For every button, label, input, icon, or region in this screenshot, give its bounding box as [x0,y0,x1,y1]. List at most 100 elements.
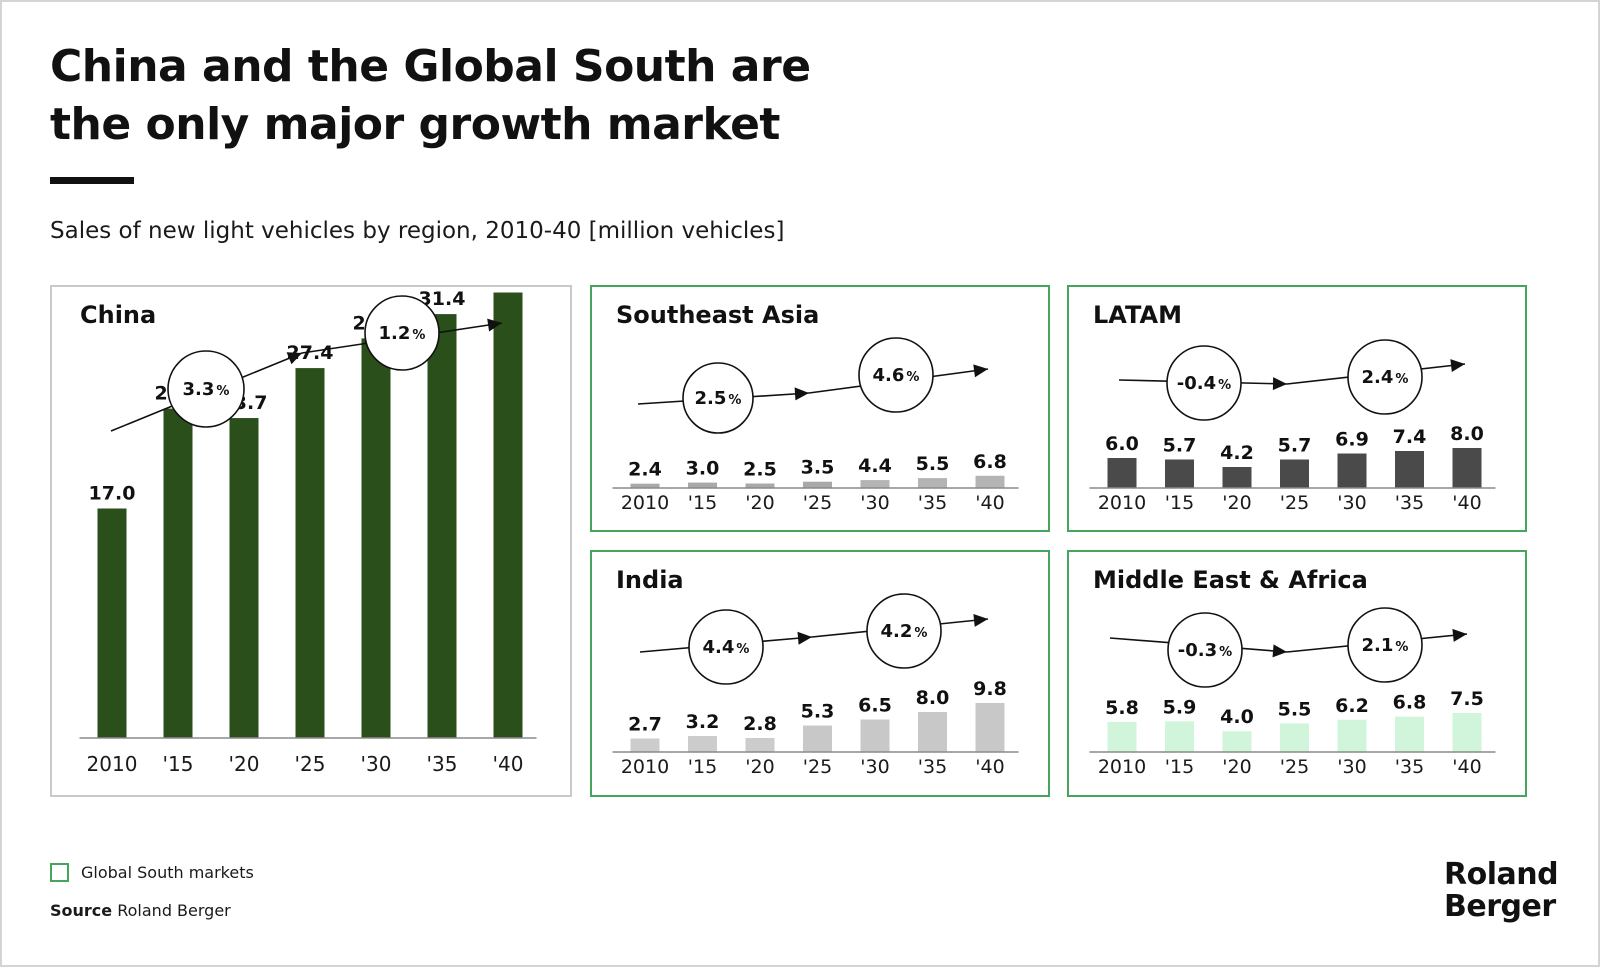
x-tick-label: 2010 [87,752,138,776]
bar [361,338,391,738]
bar [630,483,660,488]
data-label: 27.4 [287,342,334,364]
data-label: 3.0 [686,458,720,480]
legend: Global South markets [50,863,254,882]
x-tick-label: '15 [1165,756,1194,778]
title-line-1: China and the Global South are [50,41,811,92]
x-tick-label: '25 [803,756,832,778]
bar [803,725,832,752]
data-label: 8.0 [1450,423,1484,445]
bar [1165,459,1194,488]
bar [860,480,890,488]
legend-swatch [50,863,69,882]
bar [745,738,775,752]
bar [918,712,947,752]
bar [688,736,717,752]
panel-latam: LATAM 6.0 2010 5.7 '15 4.2 '20 5.7 '25 6.9 '30 7.4 '… [1067,285,1527,532]
data-label: 5.9 [1163,696,1197,718]
x-tick-label: '20 [745,756,774,778]
growth-rate-label: 2.5% [695,388,742,409]
growth-rate-circle [688,609,764,685]
x-tick-label: '25 [1280,492,1309,514]
data-label: 3.2 [686,711,720,733]
bar [1107,721,1137,752]
growth-rate-circle [866,593,942,669]
bar [1452,448,1482,488]
bar [1280,723,1309,752]
data-label: 6.8 [973,451,1007,473]
roland-berger-logo: Roland Berger [1444,857,1559,923]
x-tick-label: 2010 [621,492,669,514]
legend-label: Global South markets [81,863,254,882]
x-tick-label: '40 [1452,492,1481,514]
arrowhead-icon [286,352,302,365]
bar [745,483,775,488]
data-label: 5.3 [801,701,835,723]
bar [163,408,193,738]
arrowhead-icon [797,631,812,645]
x-tick-label: '25 [1280,756,1309,778]
panel-border [590,550,1050,797]
bar [1337,719,1367,752]
bar [630,738,660,752]
data-label: 6.5 [858,695,892,717]
growth-rate-circle [682,362,754,434]
x-tick-label: '40 [493,752,524,776]
x-tick-label: '30 [1337,492,1366,514]
source-label: Source [50,901,113,920]
arrowhead-icon [794,387,809,401]
panel-border [50,285,572,797]
bar [1395,451,1424,488]
bar [1395,716,1424,752]
growth-rate-label: 4.6% [873,365,920,386]
growth-rate-label: 2.4% [1362,367,1409,388]
data-label: 7.5 [1450,688,1484,710]
logo-line-1: Roland [1444,857,1559,892]
bar [803,481,832,488]
chart-svg: Southeast Asia 2.4 2010 3.0 '15 2.5 '20 3.5 '25 4… [590,285,1050,532]
source-text: Roland Berger [117,901,231,920]
growth-rate-label: 4.4% [703,637,750,658]
x-tick-label: '15 [163,752,194,776]
panel-title: Middle East & Africa [1093,566,1368,594]
data-label: 6.2 [1335,695,1369,717]
x-tick-label: '35 [1395,756,1424,778]
data-label: 5.7 [1163,435,1197,457]
x-tick-label: '15 [1165,492,1194,514]
x-tick-label: '30 [1337,756,1366,778]
growth-rate-circle [1347,607,1423,683]
bar [860,719,890,752]
chart-svg: China17.0201024.4'1523.7'2027.4'2529.6'3… [50,285,572,797]
data-label: 5.5 [1278,698,1312,720]
growth-rate-label: -0.3% [1178,640,1232,661]
growth-rate-circle [1347,339,1423,415]
arrowhead-icon [973,613,988,627]
data-label: 31.4 [419,288,466,310]
title-accent-bar [50,177,134,184]
x-tick-label: '30 [860,492,889,514]
chart-svg: Middle East & Africa 5.8 2010 5.9 '15 4.0 '20 5… [1067,550,1527,797]
data-label: 4.2 [1220,442,1254,464]
chart-svg: India 2.7 2010 3.2 '15 2.8 '20 5.3 '25 6.5 '30 8.0 '… [590,550,1050,797]
arrowhead-icon [1272,644,1287,658]
arrowhead-icon [1272,377,1287,391]
x-tick-label: '40 [975,492,1004,514]
x-tick-label: '35 [918,492,947,514]
panel-middle-east-africa: Middle East & Africa 5.8 2010 5.9 '15 4.0 '20 5… [1067,550,1527,797]
data-label: 3.5 [801,457,835,479]
data-label: 6.0 [1105,433,1139,455]
bar [493,292,523,738]
growth-rate-circle [167,350,245,428]
growth-rate-circle [858,337,934,413]
data-label: 5.5 [916,453,950,475]
bar [427,314,457,738]
arrowhead-icon [487,318,502,332]
x-tick-label: '30 [860,756,889,778]
growth-rate-label: 3.3% [183,379,230,400]
data-label: 7.4 [1393,426,1427,448]
x-tick-label: '35 [1395,492,1424,514]
x-tick-label: '25 [803,492,832,514]
chart-subtitle: Sales of new light vehicles by region, 2… [50,218,785,244]
bar [688,482,717,488]
